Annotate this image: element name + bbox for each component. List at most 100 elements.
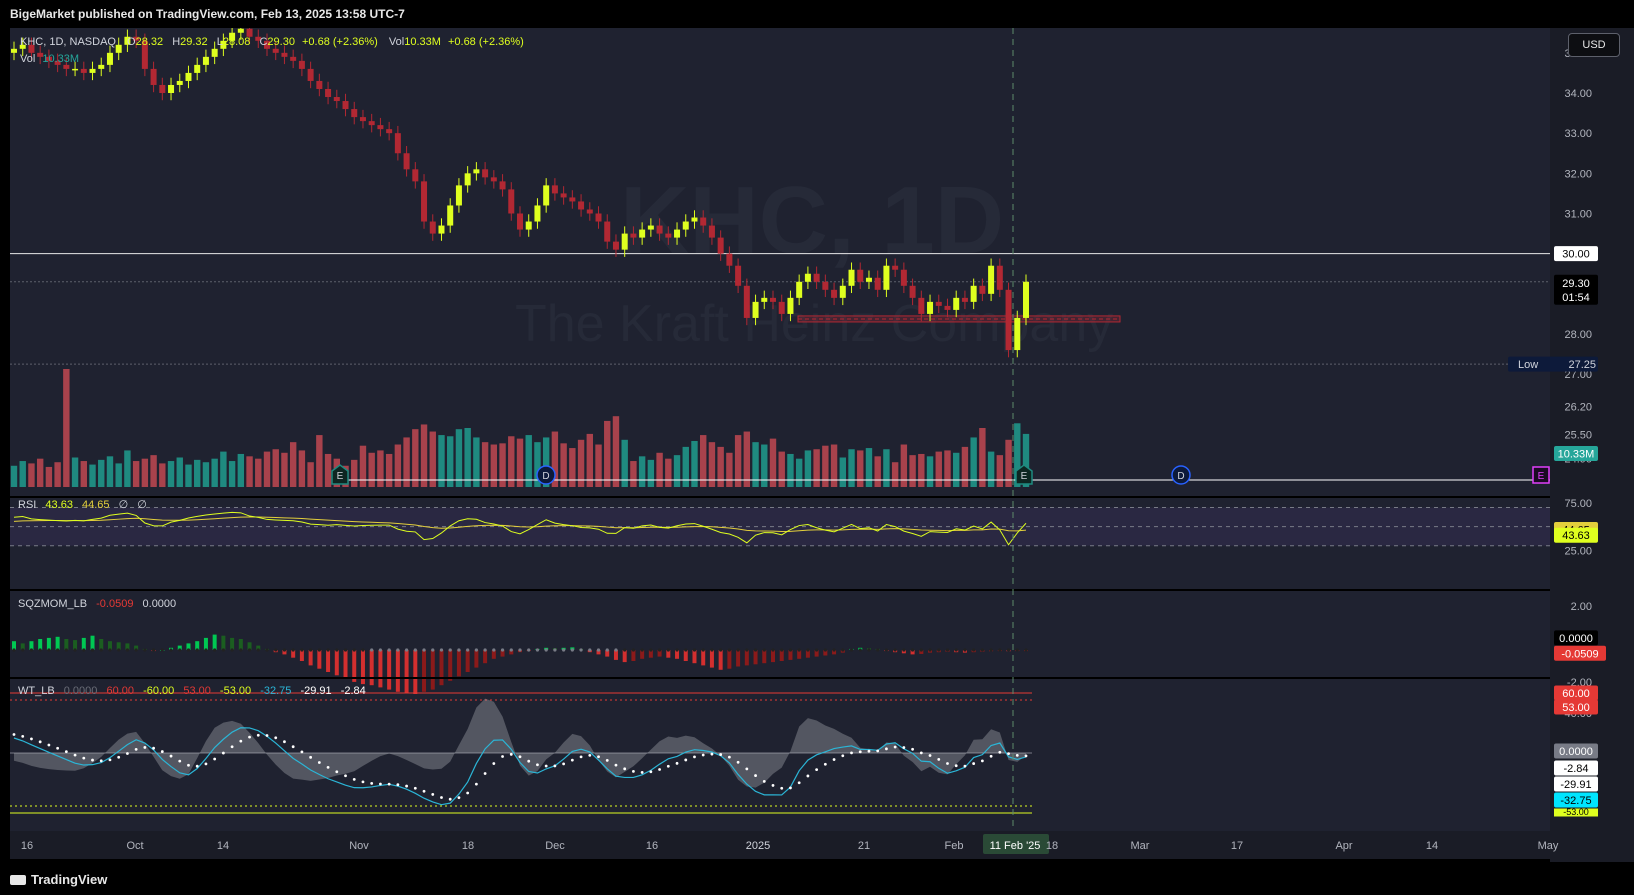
sqz-dot [945,648,950,652]
candle-body [150,68,157,85]
wt-wt2-label: -2.84 [1563,763,1588,775]
wt2-dot [248,735,251,739]
legend-l-label: L [217,36,223,48]
sqz-dot [352,648,356,652]
candle-body [647,225,654,230]
countdown-label: 01:54 [1562,292,1590,304]
sqz-dot [195,648,199,652]
wt2-dot [501,755,504,758]
candle-body [298,60,305,69]
wt2-dot [632,770,635,773]
wt2-dot [658,768,661,771]
candle-body [743,285,750,318]
volume-bar [673,455,681,487]
wt2-dot [553,764,557,768]
sqz-dot [806,648,810,652]
time-tick: 2025 [746,840,770,852]
candle-body [543,185,550,206]
wt2-dot [823,762,827,766]
wt2-dot [30,737,33,741]
sqz-dot [623,648,627,652]
volume-bar [996,455,1004,487]
time-tick: 14 [1426,840,1438,852]
wt2-dot [675,761,679,765]
sqz-bar [12,641,16,650]
sqz-dot [884,648,889,652]
time-axis-bg [10,831,1550,859]
wt-wt1b-label-bg [1554,776,1598,792]
volume-bar [167,461,175,487]
sqz-dot [108,648,112,652]
candle-body [89,68,96,73]
wt2-dot [780,786,784,790]
legend-vol: 10.33M [404,36,441,48]
wt-os-label-bg [1554,808,1598,817]
sqz-bar [788,650,793,660]
candle-body [761,297,768,302]
volume-bar [228,461,236,487]
currency-button[interactable]: USD [1568,33,1620,57]
wt2-dot [509,752,513,756]
candle-body [237,28,244,33]
candle-body [865,277,872,282]
wt-ob2-label-bg [1554,699,1598,715]
legend-h: 29.32 [180,36,208,48]
volume-bar [220,451,227,487]
support-zone [797,315,1121,323]
candle-body [98,64,105,69]
sqz-bar [465,650,470,672]
volume-label-bg [1554,446,1598,461]
sqz-dot [221,648,225,652]
event-marker-shape [1171,465,1191,485]
wt2-dot [91,758,94,762]
wt-legend-v3: 53.00 [183,685,211,697]
volume-bar [106,456,114,487]
sqz-bar [317,650,322,669]
sqz-dot [300,648,304,652]
sqz-bar [613,650,618,660]
sqz-dot [771,648,775,652]
candle-body [979,285,986,294]
wt2-dot [980,759,984,763]
candle-body [290,56,297,61]
sqz-dot [858,648,862,652]
volume-bar [918,453,925,487]
candle-body [988,265,995,294]
sqz-dot [588,648,592,652]
last-price-label: 29.30 [1562,278,1590,290]
time-tick: Dec [545,840,565,852]
wt2-dot [448,797,452,801]
sqz-dot [788,648,793,652]
wt2-dot [64,750,68,754]
volume-bar [246,456,253,487]
sqz-bar [282,650,287,655]
sqz-bar [387,650,392,690]
sqz-dot [317,648,321,652]
sqz-dot [657,648,662,652]
sqz-dot [553,648,557,652]
wt2-dot [597,755,600,759]
volume-bar [185,464,192,487]
rsi-title: RSI [18,499,36,511]
time-tick: 18 [1046,840,1058,852]
sqz-bar [212,634,217,650]
event-marker-label: E [1021,471,1028,482]
sqz-bar [709,650,714,668]
time-tick: 17 [1231,840,1243,852]
wt2-dot [789,786,792,790]
sqz-dot [151,648,156,652]
sqz-bar [727,650,732,669]
sqz-dot [213,648,217,652]
sqz-bar [910,650,915,655]
candle-body [394,133,401,154]
volume-bar [691,440,698,487]
time-axis[interactable]: 16 Oct 14 Nov 18 Dec 16 2025 21 Feb 11 Feb '25 18 Ma… [21,834,1559,854]
price-axis[interactable]: 35.0034.0033.0032.0031.0030.0028.0027.00… [1508,48,1606,817]
rsi-ma-line [13,516,1027,533]
sqz-bar [186,643,191,650]
wt2-dot [605,758,609,762]
sqz-dot [117,648,121,652]
volume-bar [569,448,576,487]
sqz-tick: 2.00 [1571,601,1592,613]
